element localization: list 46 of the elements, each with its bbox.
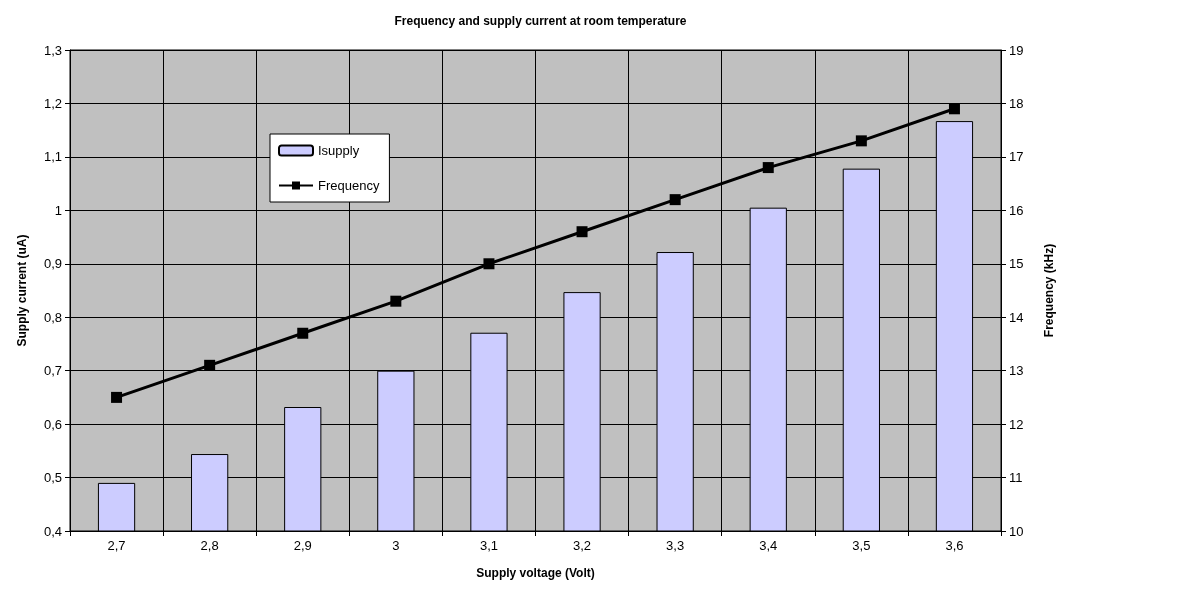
x-tick-label: 2,7 (107, 538, 126, 553)
chart-title: Frequency and supply current at room temperature (394, 14, 687, 28)
y2-tick-label: 19 (1009, 42, 1024, 58)
x-tick-label: 2,9 (293, 538, 312, 553)
y-tick-label: 0,4 (43, 523, 62, 539)
point (576, 226, 588, 238)
point (297, 327, 309, 339)
point (948, 103, 960, 115)
y2-tick-label: 12 (1009, 416, 1024, 432)
point (111, 391, 123, 403)
y-tick-label: 0,5 (43, 470, 62, 486)
x-tick-label: 3,4 (759, 538, 778, 553)
y2-tick-label: 13 (1009, 363, 1024, 379)
y-tick-label: 1 (54, 202, 62, 218)
y-tick-label: 0,8 (43, 309, 62, 325)
y-tick-label: 0,6 (43, 416, 62, 432)
y-tick-label: 1,3 (43, 42, 62, 58)
y2-tick-label: 11 (1009, 470, 1023, 486)
legend-label: Frequency (318, 178, 380, 193)
y2-axis-title: Frequency (kHz) (1042, 243, 1056, 338)
x-axis-title: Supply voltage (Volt) (476, 566, 595, 580)
y2-tick-label: 16 (1009, 202, 1024, 218)
point (390, 295, 402, 307)
x-tick-label: 3,3 (666, 538, 685, 553)
x-tick-label: 3 (392, 538, 400, 553)
y-tick-label: 1,1 (43, 149, 62, 165)
y-tick-label: 1,2 (43, 95, 62, 111)
point (669, 194, 681, 206)
x-tick-label: 3,1 (479, 538, 498, 553)
x-tick-label: 3,6 (945, 538, 964, 553)
x-tick-label: 3,5 (852, 538, 871, 553)
y2-tick-label: 17 (1009, 149, 1024, 165)
x-tick-label: 3,2 (573, 538, 592, 553)
point (204, 359, 216, 371)
y2-tick-label: 14 (1009, 309, 1024, 325)
y-axis-title: Supply current (uA) (15, 234, 29, 347)
y2-tick-label: 10 (1009, 523, 1024, 539)
y2-tick-label: 18 (1009, 95, 1024, 111)
y-tick-label: 0,7 (43, 363, 62, 379)
y-tick-label: 0,9 (43, 256, 62, 272)
point (855, 135, 867, 147)
x-tick-label: 2,8 (200, 538, 219, 553)
y2-tick-label: 15 (1009, 256, 1024, 272)
legend-label: Isupply (318, 143, 360, 158)
point (762, 162, 774, 174)
point (483, 258, 495, 270)
